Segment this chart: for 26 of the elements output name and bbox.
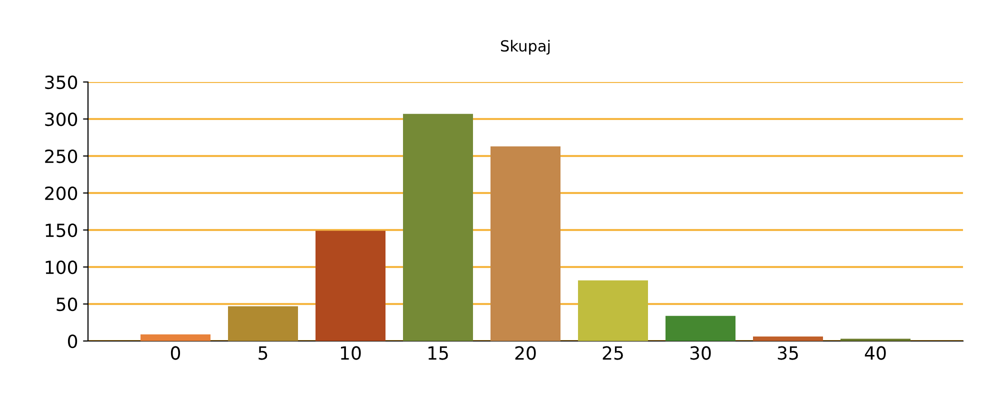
x-tick-label: 35 xyxy=(778,346,798,360)
bar xyxy=(316,230,386,341)
bar xyxy=(490,146,560,341)
y-tick-label: 200 xyxy=(45,186,78,200)
x-tick-label: 40 xyxy=(864,346,886,360)
y-tick-label: 50 xyxy=(56,297,78,312)
x-tick-label: 0 xyxy=(170,346,180,360)
y-tick-label: 100 xyxy=(46,260,78,274)
y-tick-label: 150 xyxy=(46,223,78,238)
x-tick-label: 25 xyxy=(602,346,623,360)
bar xyxy=(578,280,648,341)
y-tick-label: 250 xyxy=(45,149,78,164)
x-tick-label: 20 xyxy=(515,346,536,360)
x-tick-label: 30 xyxy=(690,346,711,360)
y-tick-label: 300 xyxy=(45,112,78,126)
bar xyxy=(140,334,210,341)
y-tick-label: 0 xyxy=(68,334,78,348)
x-tick-label: 10 xyxy=(340,346,361,360)
y-tick-label: 350 xyxy=(45,75,78,90)
x-tick-label: 15 xyxy=(428,346,448,360)
bar xyxy=(753,336,823,341)
x-tick-label: 5 xyxy=(258,346,268,360)
bar xyxy=(403,114,473,341)
chart-title: Skupaj xyxy=(500,40,550,55)
bar xyxy=(228,306,298,341)
bar xyxy=(666,316,736,341)
